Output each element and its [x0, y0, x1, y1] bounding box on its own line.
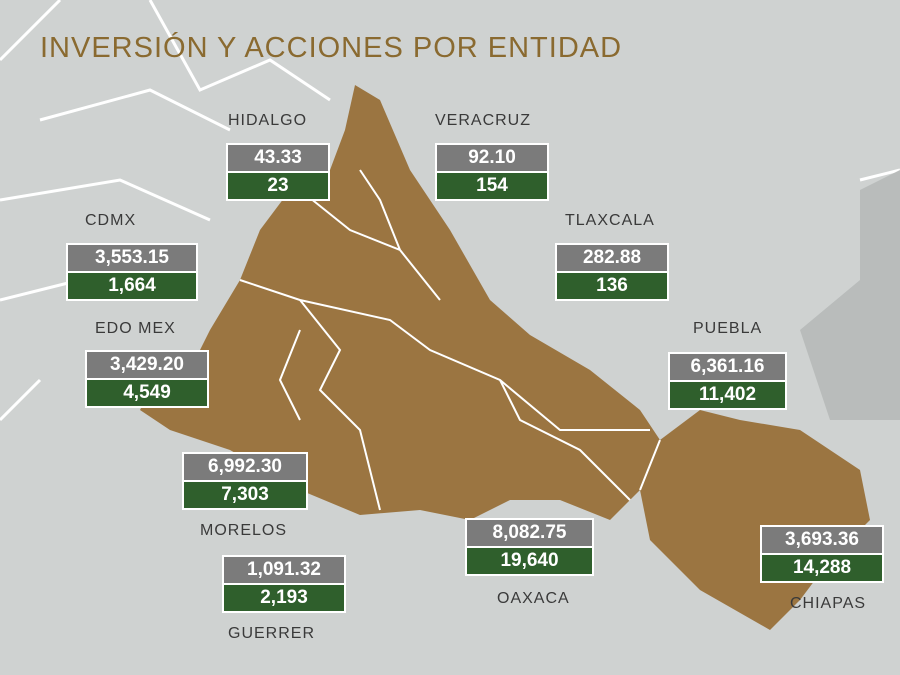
state-borders: [239, 169, 661, 511]
actions: 2,193: [224, 583, 344, 611]
entity-box: 282.88 136: [555, 243, 669, 301]
entity-name: HIDALGO: [228, 112, 308, 129]
entity-name: TLAXCALA: [565, 212, 655, 229]
investment: 3,429.20: [87, 352, 207, 378]
actions: 23: [228, 171, 328, 199]
entity-name: PUEBLA: [693, 320, 763, 337]
actions: 11,402: [670, 380, 785, 408]
entity-name: CHIAPAS: [790, 595, 867, 612]
entity-name: VERACRUZ: [435, 112, 532, 129]
entity-name: EDO MEX: [95, 320, 176, 337]
entity-box: 8,082.75 19,640: [465, 518, 594, 576]
investment: 6,361.16: [670, 354, 785, 380]
investment: 92.10: [437, 145, 547, 171]
investment: 6,992.30: [184, 454, 306, 480]
region: [140, 85, 870, 630]
actions: 14,288: [762, 553, 882, 581]
investment: 3,693.36: [762, 527, 882, 553]
entity-box: 43.33 23: [226, 143, 330, 201]
entity-box: 6,361.16 11,402: [668, 352, 787, 410]
investment: 3,553.15: [68, 245, 196, 271]
investment: 282.88: [557, 245, 667, 271]
actions: 7,303: [184, 480, 306, 508]
actions: 19,640: [467, 546, 592, 574]
actions: 136: [557, 271, 667, 299]
entity-box: 92.10 154: [435, 143, 549, 201]
entity-box: 3,553.15 1,664: [66, 243, 198, 301]
investment: 43.33: [228, 145, 328, 171]
entity-box: 1,091.32 2,193: [222, 555, 346, 613]
actions: 1,664: [68, 271, 196, 299]
entity-name: CDMX: [85, 212, 137, 229]
entity-box: 3,693.36 14,288: [760, 525, 884, 583]
title: INVERSIÓN Y ACCIONES POR ENTIDAD: [40, 32, 623, 64]
entity-name: GUERRER: [228, 625, 316, 642]
land: [800, 170, 900, 420]
entity-box: 3,429.20 4,549: [85, 350, 209, 408]
investment: 8,082.75: [467, 520, 592, 546]
investment: 1,091.32: [224, 557, 344, 583]
entity-box: 6,992.30 7,303: [182, 452, 308, 510]
actions: 4,549: [87, 378, 207, 406]
entity-name: OAXACA: [497, 590, 570, 607]
actions: 154: [437, 171, 547, 199]
entity-name: MORELOS: [200, 522, 288, 539]
